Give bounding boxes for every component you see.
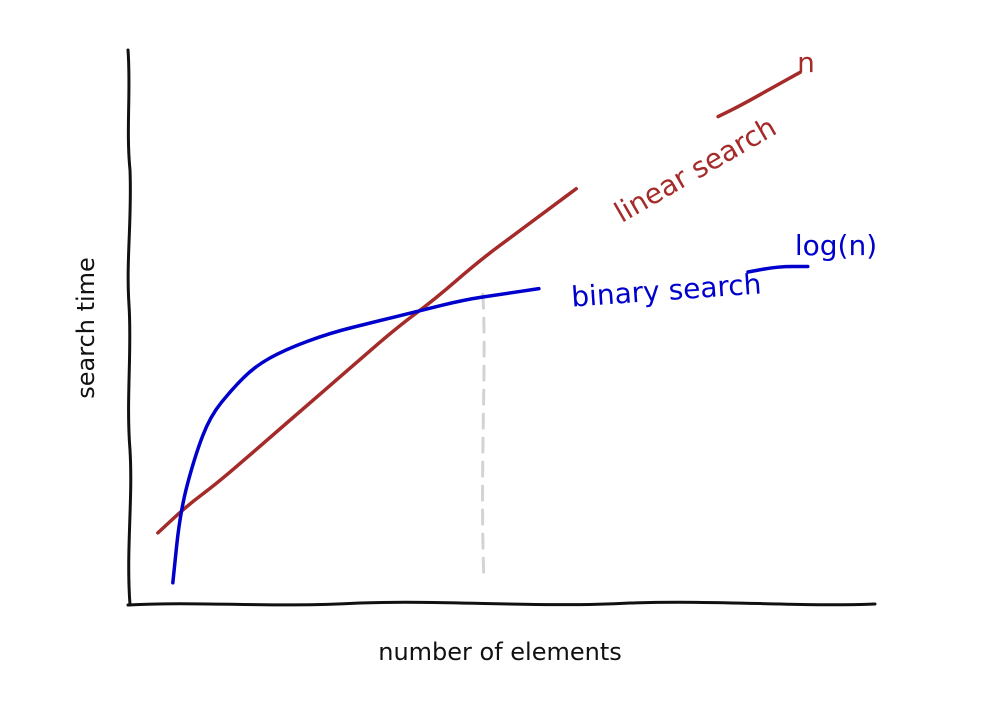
binary-search-end-label: log(n) <box>795 229 877 262</box>
binary-search-series-line <box>171 286 541 585</box>
x-axis-line <box>126 600 877 607</box>
linear-search-series-line <box>156 187 578 535</box>
crossover-guide-line-0 <box>481 292 486 579</box>
binary-search-label: binary search <box>570 267 762 313</box>
y-axis-line <box>126 48 133 607</box>
linear-search-end-label: n <box>797 46 815 79</box>
binary-search-series-tail <box>746 264 810 274</box>
linear-search-series-tail <box>716 70 803 119</box>
linear-search-label: linear search <box>609 110 782 229</box>
x-axis-label: number of elements <box>378 638 622 666</box>
y-axis-label: search time <box>72 257 100 399</box>
